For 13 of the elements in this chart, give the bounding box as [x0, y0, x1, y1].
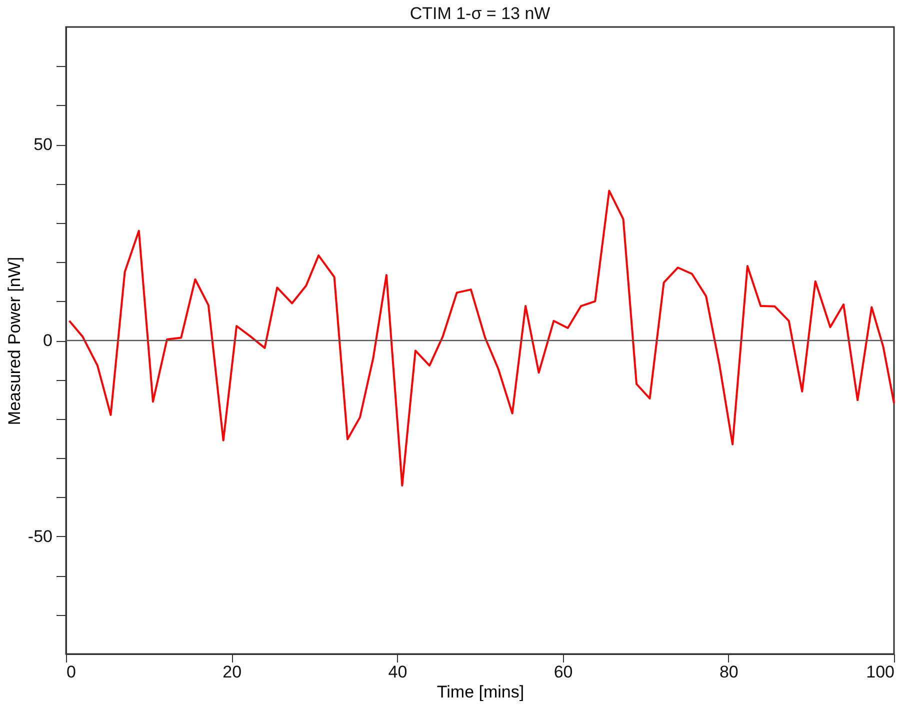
y-tick-label: -50	[28, 526, 52, 546]
x-tick-label: 0	[66, 662, 76, 682]
x-tick-label: 100	[866, 662, 894, 682]
y-axis-title: Measured Power [nW]	[4, 256, 24, 426]
x-tick-label: 20	[222, 662, 242, 682]
y-tick-label: 0	[43, 331, 52, 350]
x-tick-label: 60	[554, 662, 573, 682]
x-tick-label: 40	[388, 662, 408, 682]
x-tick-label: 80	[719, 662, 738, 682]
chart-title: CTIM 1-σ = 13 nW	[410, 4, 550, 23]
line-series	[68, 190, 895, 486]
y-tick-label: 50	[34, 135, 52, 154]
x-axis-title: Time [mins]	[436, 682, 524, 702]
